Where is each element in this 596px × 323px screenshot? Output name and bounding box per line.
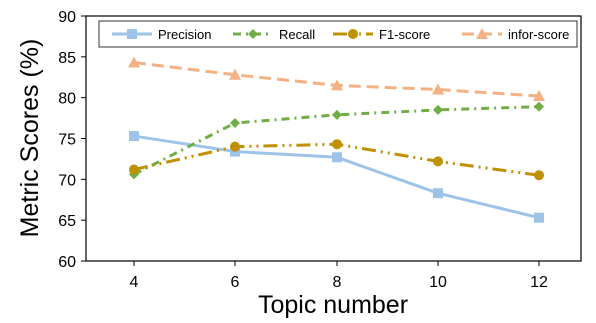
x-axis-ticks: 4 6 8 10 12 — [130, 261, 548, 291]
x-tick-label: 4 — [130, 274, 139, 291]
data-point-infor-score — [432, 83, 444, 95]
y-tick-label: 65 — [58, 213, 76, 230]
legend-item-infor-score: infor-score — [462, 27, 569, 42]
data-point-f1-score — [332, 139, 342, 150]
legend-item-recall: Recall — [233, 27, 315, 42]
x-tick-label: 12 — [530, 274, 548, 291]
legend-marker — [248, 29, 258, 39]
data-point-recall — [534, 101, 544, 112]
series-f1-score — [129, 139, 544, 181]
y-tick-label: 70 — [58, 172, 76, 189]
data-point-precision — [433, 188, 443, 199]
series-infor-score — [128, 56, 545, 102]
data-point-f1-score — [230, 141, 240, 152]
legend-item-f1-score: F1-score — [333, 27, 430, 42]
x-tick-label: 8 — [333, 274, 342, 291]
y-tick-label: 75 — [58, 132, 76, 149]
legend-marker — [476, 28, 488, 39]
legend-item-precision: Precision — [112, 27, 211, 42]
y-axis-ticks: 60 65 70 75 80 85 90 — [58, 9, 86, 271]
legend-label: infor-score — [508, 27, 569, 42]
data-point-precision — [332, 152, 342, 163]
x-tick-label: 10 — [429, 274, 447, 291]
legend-label: Recall — [279, 27, 315, 42]
data-point-recall — [230, 117, 240, 128]
legend-marker — [127, 29, 137, 39]
y-tick-label: 85 — [58, 50, 76, 67]
data-point-infor-score — [128, 56, 140, 68]
x-axis-label: Topic number — [258, 291, 408, 319]
data-point-recall — [332, 109, 342, 120]
x-tick-label: 6 — [231, 274, 240, 291]
data-point-recall — [433, 104, 443, 115]
data-point-f1-score — [433, 156, 443, 167]
legend-label: F1-score — [379, 27, 430, 42]
y-tick-label: 60 — [58, 254, 76, 271]
legend-marker — [348, 29, 358, 39]
data-point-infor-score — [229, 68, 241, 80]
y-tick-label: 80 — [58, 91, 76, 108]
data-point-infor-score — [331, 79, 343, 91]
legend: Precision Recall F1-score infor-score — [98, 20, 578, 48]
data-point-precision — [534, 212, 544, 223]
data-point-f1-score — [129, 164, 139, 175]
data-point-f1-score — [534, 170, 544, 181]
series-layer — [128, 56, 545, 223]
plot-area — [85, 15, 582, 262]
data-point-infor-score — [533, 90, 545, 102]
data-point-precision — [129, 131, 139, 142]
y-tick-label: 90 — [58, 9, 76, 26]
y-axis-label: Metric Scores (%) — [16, 39, 44, 238]
legend-label: Precision — [158, 27, 211, 42]
